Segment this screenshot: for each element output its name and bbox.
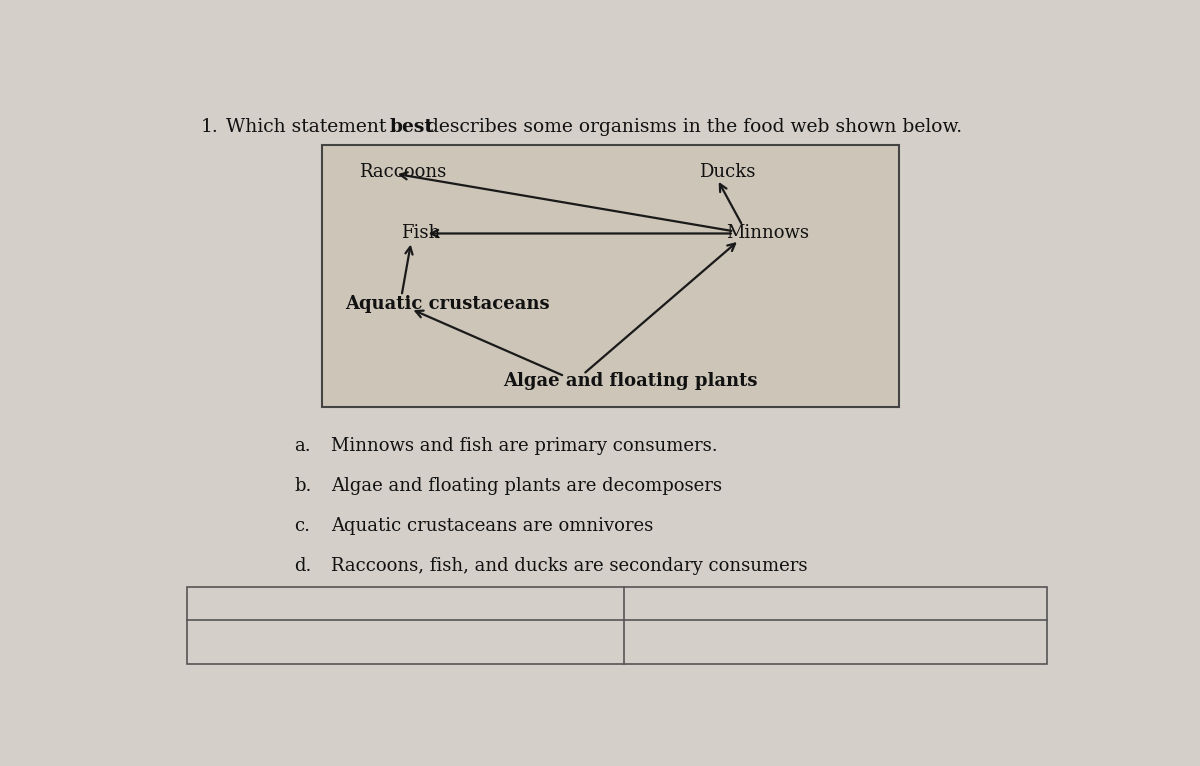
Text: d.: d. — [294, 558, 312, 575]
Text: Raccoons, fish, and ducks are secondary consumers: Raccoons, fish, and ducks are secondary … — [331, 558, 808, 575]
Text: Raccoons: Raccoons — [359, 162, 446, 181]
Text: Fish: Fish — [401, 224, 440, 243]
Text: describes some organisms in the food web shown below.: describes some organisms in the food web… — [421, 119, 961, 136]
Text: best: best — [390, 119, 434, 136]
Text: b.: b. — [294, 477, 312, 495]
Text: Justify with Biological Reasoning: Justify with Biological Reasoning — [636, 594, 937, 613]
Text: Aquatic crustaceans: Aquatic crustaceans — [346, 295, 550, 313]
Text: Which statement: Which statement — [227, 119, 392, 136]
Text: c.: c. — [294, 517, 310, 535]
Text: Algae and floating plants are decomposers: Algae and floating plants are decomposer… — [331, 477, 722, 495]
Text: Ducks: Ducks — [698, 162, 755, 181]
Text: Aquatic crustaceans are omnivores: Aquatic crustaceans are omnivores — [331, 517, 654, 535]
Text: Minnows and fish are primary consumers.: Minnows and fish are primary consumers. — [331, 437, 718, 455]
FancyBboxPatch shape — [187, 588, 1048, 664]
Text: a.: a. — [294, 437, 311, 455]
Text: Correct Answer: Correct Answer — [198, 594, 342, 613]
Text: Algae and floating plants: Algae and floating plants — [504, 372, 758, 390]
Text: Minnows: Minnows — [727, 224, 810, 243]
FancyBboxPatch shape — [322, 145, 899, 408]
Text: 1.: 1. — [202, 119, 218, 136]
